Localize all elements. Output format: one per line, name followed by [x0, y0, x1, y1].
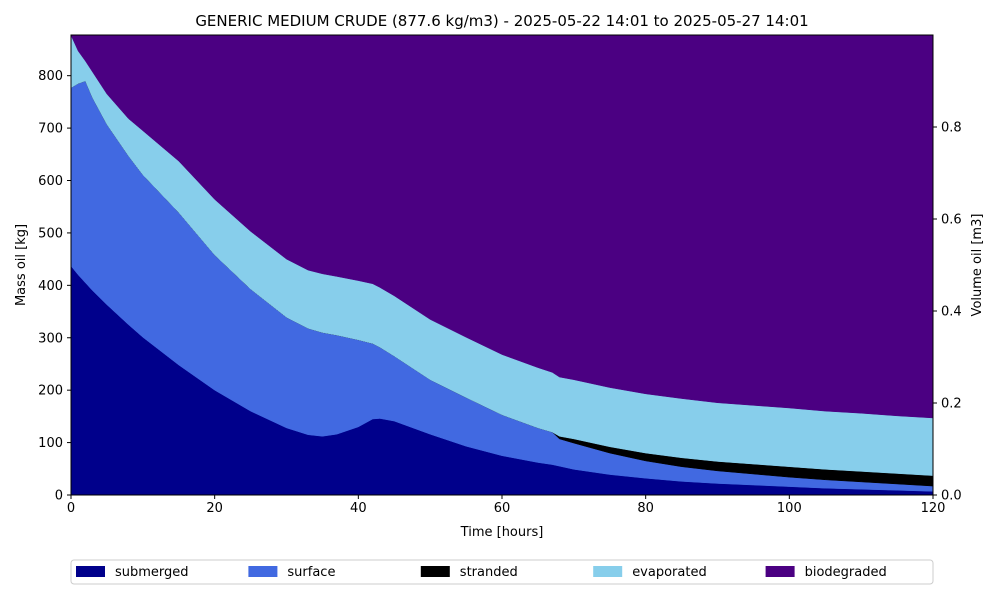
- x-tick-label: 40: [350, 501, 367, 516]
- legend-label-submerged: submerged: [115, 565, 189, 580]
- x-tick-label: 80: [637, 501, 654, 516]
- legend-swatch-stranded: [420, 566, 450, 577]
- x-axis-label: Time [hours]: [460, 525, 544, 540]
- legend-label-evaporated: evaporated: [632, 565, 707, 580]
- y2-tick-label: 0.6: [941, 213, 962, 228]
- y2-axis-label: Volume oil [m3]: [970, 214, 985, 317]
- stacked-areas: [70, 34, 934, 496]
- legend-frame: [70, 559, 934, 585]
- y-axis-ticks: 0 100 200 300 400 500 600 700 800: [38, 69, 71, 504]
- legend-swatch-surface: [248, 566, 278, 577]
- y-tick-label: 600: [38, 174, 63, 189]
- x-tick-label: 0: [67, 501, 75, 516]
- y-tick-label: 400: [38, 279, 63, 294]
- y-axis-label: Mass oil [kg]: [14, 224, 29, 306]
- y-tick-label: 100: [38, 436, 63, 451]
- y-tick-label: 800: [38, 69, 63, 84]
- legend-swatch-biodegraded: [765, 566, 795, 577]
- x-axis-ticks: 0 20 40 60 80 100 120: [67, 495, 946, 516]
- legend-swatch-submerged: [76, 566, 105, 577]
- y-tick-label: 700: [38, 122, 63, 137]
- chart-title: GENERIC MEDIUM CRUDE (877.6 kg/m3) - 202…: [195, 12, 808, 30]
- legend-swatch-evaporated: [593, 566, 623, 577]
- y2-tick-label: 0.2: [941, 397, 962, 412]
- legend-label-biodegraded: biodegraded: [805, 565, 887, 580]
- y-tick-label: 500: [38, 226, 63, 241]
- legend: submerged surface stranded evaporated biodeg…: [70, 559, 934, 585]
- y2-tick-label: 0.4: [941, 305, 962, 320]
- y-tick-label: 0: [55, 489, 63, 504]
- y2-axis-ticks: 0.0 0.2 0.4 0.6 0.8: [933, 121, 962, 504]
- legend-label-stranded: stranded: [460, 565, 518, 580]
- y2-tick-label: 0.0: [941, 489, 962, 504]
- x-tick-label: 100: [777, 501, 802, 516]
- y-tick-label: 300: [38, 331, 63, 346]
- y-tick-label: 200: [38, 384, 63, 399]
- y2-tick-label: 0.8: [941, 121, 962, 136]
- legend-label-surface: surface: [287, 565, 335, 580]
- x-tick-label: 60: [494, 501, 511, 516]
- x-tick-label: 20: [206, 501, 223, 516]
- x-tick-label: 120: [921, 501, 946, 516]
